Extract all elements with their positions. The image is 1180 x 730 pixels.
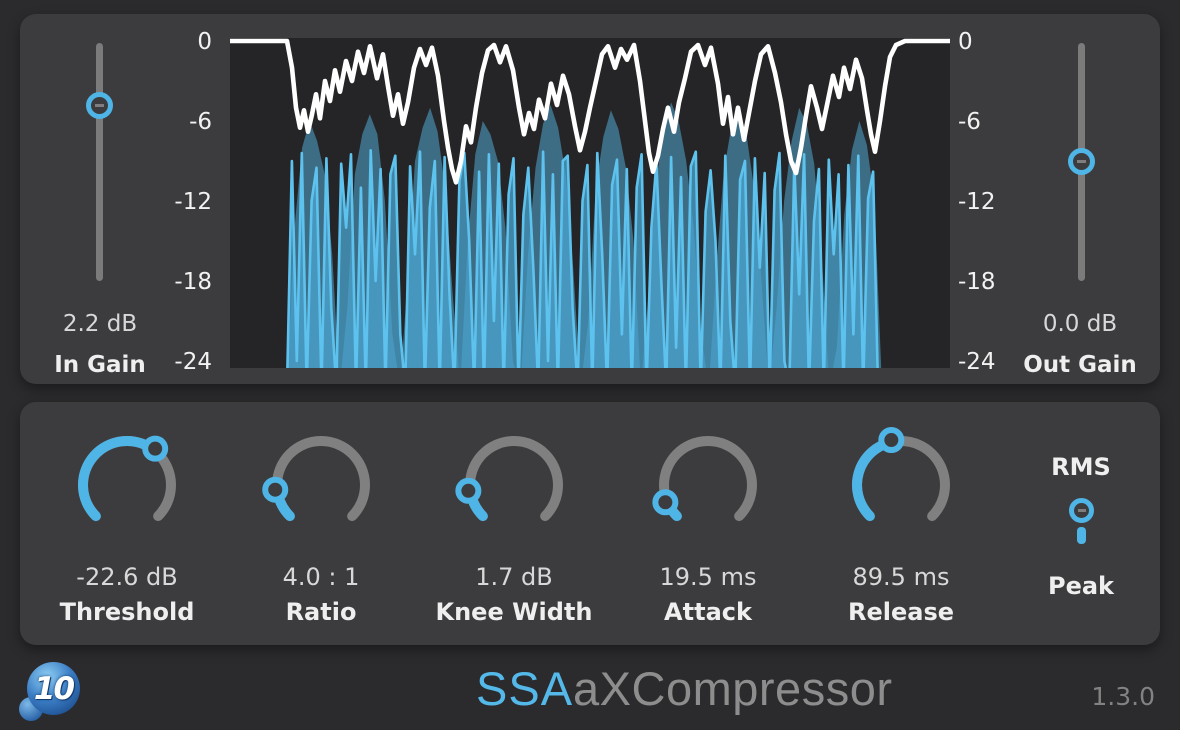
meter-panel: 0 -6 -12 -18 -24 0 -6 -12 -18 -24 2.2 dB… bbox=[20, 14, 1160, 384]
ratio-knob[interactable]: 4.0 : 1 Ratio bbox=[241, 423, 401, 626]
ratio-value: 4.0 : 1 bbox=[282, 563, 360, 591]
level-meter-display bbox=[230, 38, 950, 368]
detector-toggle-track[interactable] bbox=[1077, 527, 1086, 544]
db-tick-right-18: -18 bbox=[958, 269, 996, 295]
knee-width-value: 1.7 dB bbox=[475, 563, 553, 591]
attack-label: Attack bbox=[664, 598, 752, 626]
brand-name: SSA bbox=[476, 662, 574, 715]
out-gain-value: 0.0 dB bbox=[1042, 311, 1118, 337]
db-tick-left-18: -18 bbox=[174, 269, 212, 295]
db-tick-left-12: -12 bbox=[174, 189, 212, 215]
attack-value: 19.5 ms bbox=[659, 563, 757, 591]
peak-label: Peak bbox=[1047, 572, 1115, 600]
db-tick-left-6: -6 bbox=[189, 109, 212, 135]
ratio-label: Ratio bbox=[285, 598, 357, 626]
in-gain-value: 2.2 dB bbox=[62, 311, 138, 337]
in-gain-label: In Gain bbox=[54, 352, 146, 378]
db-tick-right-12: -12 bbox=[958, 189, 996, 215]
gain-reduction-line bbox=[230, 38, 950, 185]
threshold-label: Threshold bbox=[59, 598, 195, 626]
waveform-graph bbox=[230, 38, 950, 368]
controls-panel: -22.6 dB Threshold 4.0 : 1 Ratio 1.7 dB … bbox=[20, 402, 1160, 645]
release-label: Release bbox=[847, 598, 955, 626]
db-tick-right-0: 0 bbox=[958, 29, 973, 55]
in-gain-slider-track[interactable] bbox=[96, 43, 103, 281]
threshold-knob[interactable]: -22.6 dB Threshold bbox=[47, 423, 207, 626]
product-name: aXCompressor bbox=[573, 662, 893, 715]
db-tick-left-0: 0 bbox=[197, 29, 212, 55]
rms-label: RMS bbox=[1051, 453, 1111, 481]
attack-knob[interactable]: 19.5 ms Attack bbox=[628, 423, 788, 626]
in-gain-slider-handle[interactable] bbox=[86, 92, 113, 119]
detector-toggle-handle[interactable] bbox=[1069, 498, 1094, 523]
threshold-value: -22.6 dB bbox=[76, 563, 178, 591]
version-number: 1.3.0 bbox=[1091, 682, 1155, 711]
db-tick-right-6: -6 bbox=[958, 109, 981, 135]
out-gain-slider-handle[interactable] bbox=[1068, 148, 1095, 175]
release-value: 89.5 ms bbox=[852, 563, 950, 591]
db-tick-left-24: -24 bbox=[174, 349, 212, 375]
db-tick-right-24: -24 bbox=[958, 349, 996, 375]
release-knob[interactable]: 89.5 ms Release bbox=[821, 423, 981, 626]
plugin-title: SSAaXCompressor bbox=[476, 662, 893, 716]
logo-sphere-icon: 10 bbox=[27, 662, 80, 715]
knee-width-knob[interactable]: 1.7 dB Knee Width bbox=[434, 423, 594, 626]
logo-number: 10 bbox=[33, 670, 75, 707]
brand-logo: 10 bbox=[15, 656, 85, 726]
out-gain-label: Out Gain bbox=[1023, 352, 1137, 378]
peak-level-line bbox=[286, 149, 879, 368]
knee-width-label: Knee Width bbox=[435, 598, 593, 626]
